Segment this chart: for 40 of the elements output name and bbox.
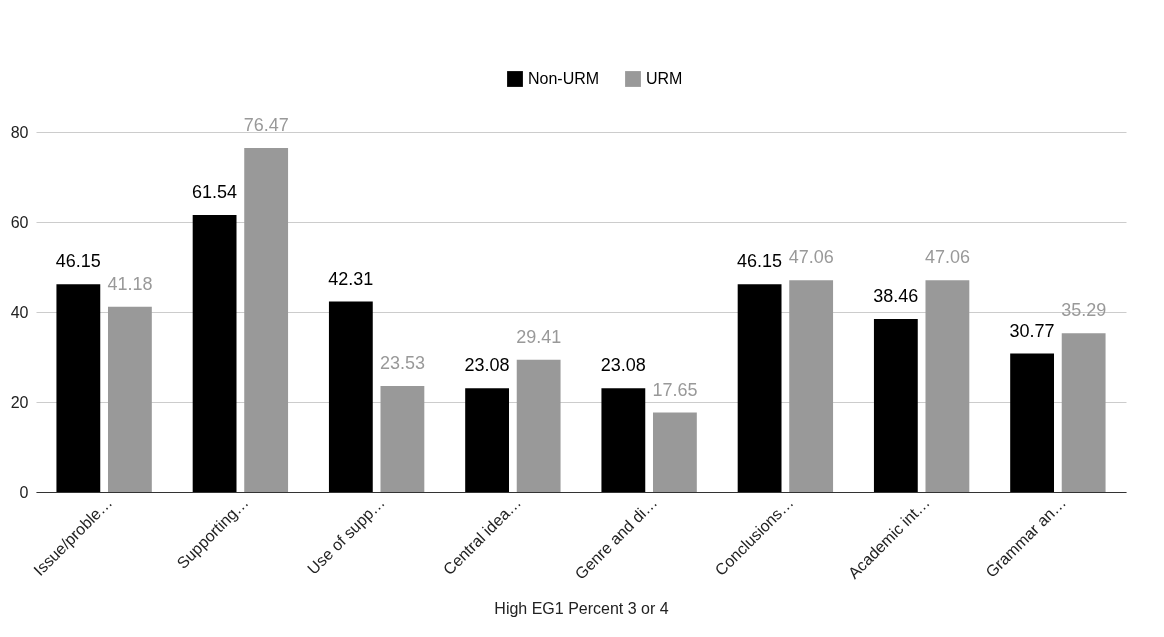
data-label: 30.77	[1009, 320, 1055, 341]
bar	[925, 280, 970, 492]
x-axis-title: High EG1 Percent 3 or 4	[494, 599, 669, 617]
data-label: 41.18	[107, 273, 153, 294]
bar	[380, 386, 425, 492]
y-tick-label: 0	[19, 483, 29, 501]
data-label: 23.53	[379, 353, 425, 374]
bar	[1010, 353, 1055, 492]
y-tick-label: 80	[10, 123, 29, 141]
data-label: 42.31	[328, 268, 374, 289]
bar	[465, 388, 510, 492]
data-label: 29.41	[516, 326, 562, 347]
bar	[328, 301, 373, 492]
bar	[601, 388, 646, 492]
bar	[873, 318, 918, 492]
data-label: 47.06	[924, 247, 970, 268]
y-tick-label: 20	[10, 393, 29, 411]
y-tick-label: 40	[10, 303, 29, 321]
bar	[107, 306, 152, 492]
bar	[1061, 333, 1106, 492]
bar	[516, 359, 561, 492]
data-label: 38.46	[873, 285, 919, 306]
y-tick-label: 60	[10, 213, 29, 231]
data-label: 23.08	[600, 355, 646, 376]
data-label: 47.06	[788, 247, 834, 268]
bar	[56, 284, 101, 492]
data-label: 17.65	[652, 379, 698, 400]
bar	[652, 412, 697, 492]
data-label: 35.29	[1061, 300, 1107, 321]
bar	[789, 280, 834, 492]
bar	[737, 284, 782, 492]
data-label: 61.54	[192, 182, 238, 203]
legend-label: Non-URM	[528, 70, 600, 87]
bar	[192, 215, 237, 492]
data-label: 76.47	[243, 114, 289, 135]
bar	[244, 147, 289, 492]
data-label: 46.15	[737, 251, 783, 272]
data-label: 46.15	[55, 251, 101, 272]
data-label: 23.08	[464, 355, 510, 376]
legend-label: URM	[646, 70, 683, 87]
